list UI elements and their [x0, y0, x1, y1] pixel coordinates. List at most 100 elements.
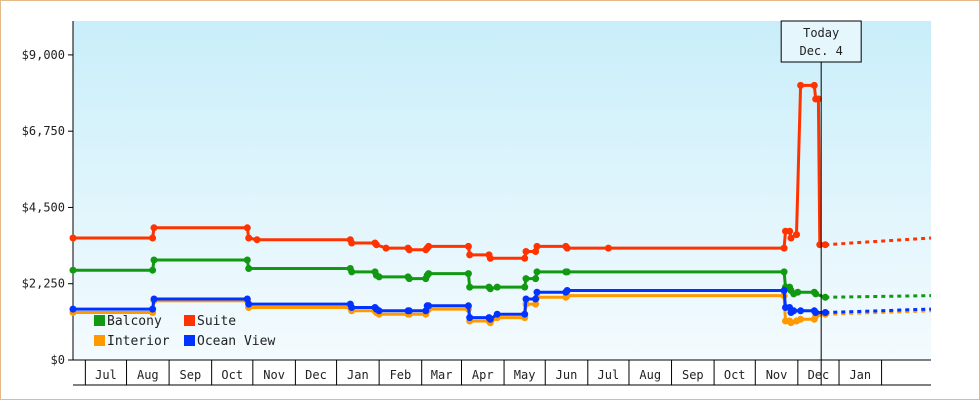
- data-point: [69, 305, 77, 313]
- x-tick-label: Sep: [682, 368, 704, 382]
- data-point: [780, 287, 788, 294]
- legend-label: Interior: [107, 334, 170, 349]
- data-point: [533, 288, 541, 296]
- x-tick-label: Jun: [556, 368, 578, 382]
- data-point: [372, 241, 380, 249]
- x-tick-label: May: [514, 368, 536, 382]
- data-point: [812, 309, 820, 316]
- x-tick-label: Dec: [808, 368, 830, 382]
- data-point: [486, 315, 494, 323]
- data-point: [466, 283, 474, 291]
- data-point: [466, 314, 474, 322]
- data-point: [797, 81, 805, 89]
- data-point: [797, 315, 805, 323]
- series-ocean-view: [69, 287, 932, 323]
- x-tick-label: Jul: [95, 368, 117, 382]
- data-point: [786, 227, 794, 235]
- data-point: [522, 295, 530, 303]
- data-point: [69, 266, 77, 274]
- legend-swatch: [94, 335, 105, 346]
- data-point: [521, 254, 529, 262]
- data-point: [563, 287, 571, 294]
- data-point: [533, 242, 541, 250]
- data-point: [150, 295, 158, 303]
- data-point: [149, 234, 157, 242]
- data-point: [797, 307, 805, 315]
- data-point: [532, 295, 540, 303]
- today-date-label: Dec. 4: [799, 44, 842, 58]
- legend-swatch: [184, 315, 195, 326]
- data-point: [464, 270, 472, 278]
- data-point: [466, 251, 474, 259]
- legend: Balcony Suite Interior Ocean View: [94, 314, 275, 349]
- data-point: [245, 234, 253, 242]
- x-tick-label: Jan: [849, 368, 871, 382]
- data-point: [382, 244, 390, 252]
- data-point: [812, 290, 820, 298]
- today-marker: Today Dec. 4: [780, 20, 862, 385]
- data-point: [348, 304, 356, 311]
- data-point: [810, 81, 818, 89]
- forecast-line: [825, 307, 932, 314]
- data-point: [522, 275, 530, 283]
- data-point: [253, 236, 261, 244]
- legend-label: Suite: [197, 314, 236, 329]
- data-point: [794, 288, 802, 296]
- data-point: [375, 307, 383, 315]
- data-point: [563, 268, 571, 276]
- today-label: Today: [803, 26, 839, 40]
- data-point: [245, 265, 253, 272]
- today-box: [780, 20, 862, 63]
- data-point: [243, 224, 251, 232]
- data-point: [425, 302, 433, 310]
- series-balcony: [69, 256, 932, 301]
- y-tick-label: $6,750: [22, 124, 65, 138]
- legend-label: Balcony: [107, 314, 162, 329]
- forecast-line: [825, 294, 932, 299]
- x-tick-label: Aug: [639, 368, 661, 382]
- data-point: [149, 305, 157, 313]
- y-tick-label: $0: [51, 353, 65, 367]
- data-point: [425, 242, 433, 250]
- data-point: [149, 266, 157, 274]
- data-point: [348, 239, 356, 247]
- y-tick-label: $2,250: [22, 277, 65, 291]
- data-point: [793, 231, 800, 239]
- data-point: [780, 268, 788, 276]
- data-point: [69, 234, 77, 242]
- data-point: [464, 242, 472, 250]
- x-tick-label: Oct: [724, 368, 746, 382]
- data-point: [150, 256, 158, 264]
- x-tick-label: Aug: [137, 368, 159, 382]
- x-tick-label: Mar: [431, 368, 453, 382]
- data-point: [533, 268, 541, 276]
- data-point: [405, 307, 413, 315]
- forecast-line: [825, 236, 932, 247]
- data-point: [245, 300, 253, 308]
- data-point: [521, 310, 529, 318]
- x-tick-label: Oct: [221, 368, 243, 382]
- data-point: [150, 224, 158, 232]
- plot-background: [73, 21, 931, 360]
- data-point: [532, 300, 540, 308]
- x-tick-label: Sep: [180, 368, 202, 382]
- data-point: [375, 273, 383, 281]
- data-point: [787, 319, 795, 327]
- legend-swatch: [94, 315, 105, 326]
- data-point: [521, 283, 529, 291]
- x-tick-label: Jan: [347, 368, 369, 382]
- data-point: [486, 254, 494, 262]
- x-tick-label: Nov: [766, 368, 788, 382]
- x-tick-label: Dec: [305, 368, 327, 382]
- data-point: [787, 234, 795, 242]
- data-point: [780, 244, 788, 252]
- data-point: [425, 270, 433, 278]
- data-point: [243, 256, 251, 264]
- x-axis: Jul Aug Sep Oct Nov Dec Jan Feb Mar Apr May Jun Jul A…: [73, 359, 931, 386]
- y-tick-label: $9,000: [22, 48, 65, 62]
- forecast-line: [825, 309, 932, 316]
- data-point: [405, 275, 413, 283]
- data-point: [405, 246, 413, 254]
